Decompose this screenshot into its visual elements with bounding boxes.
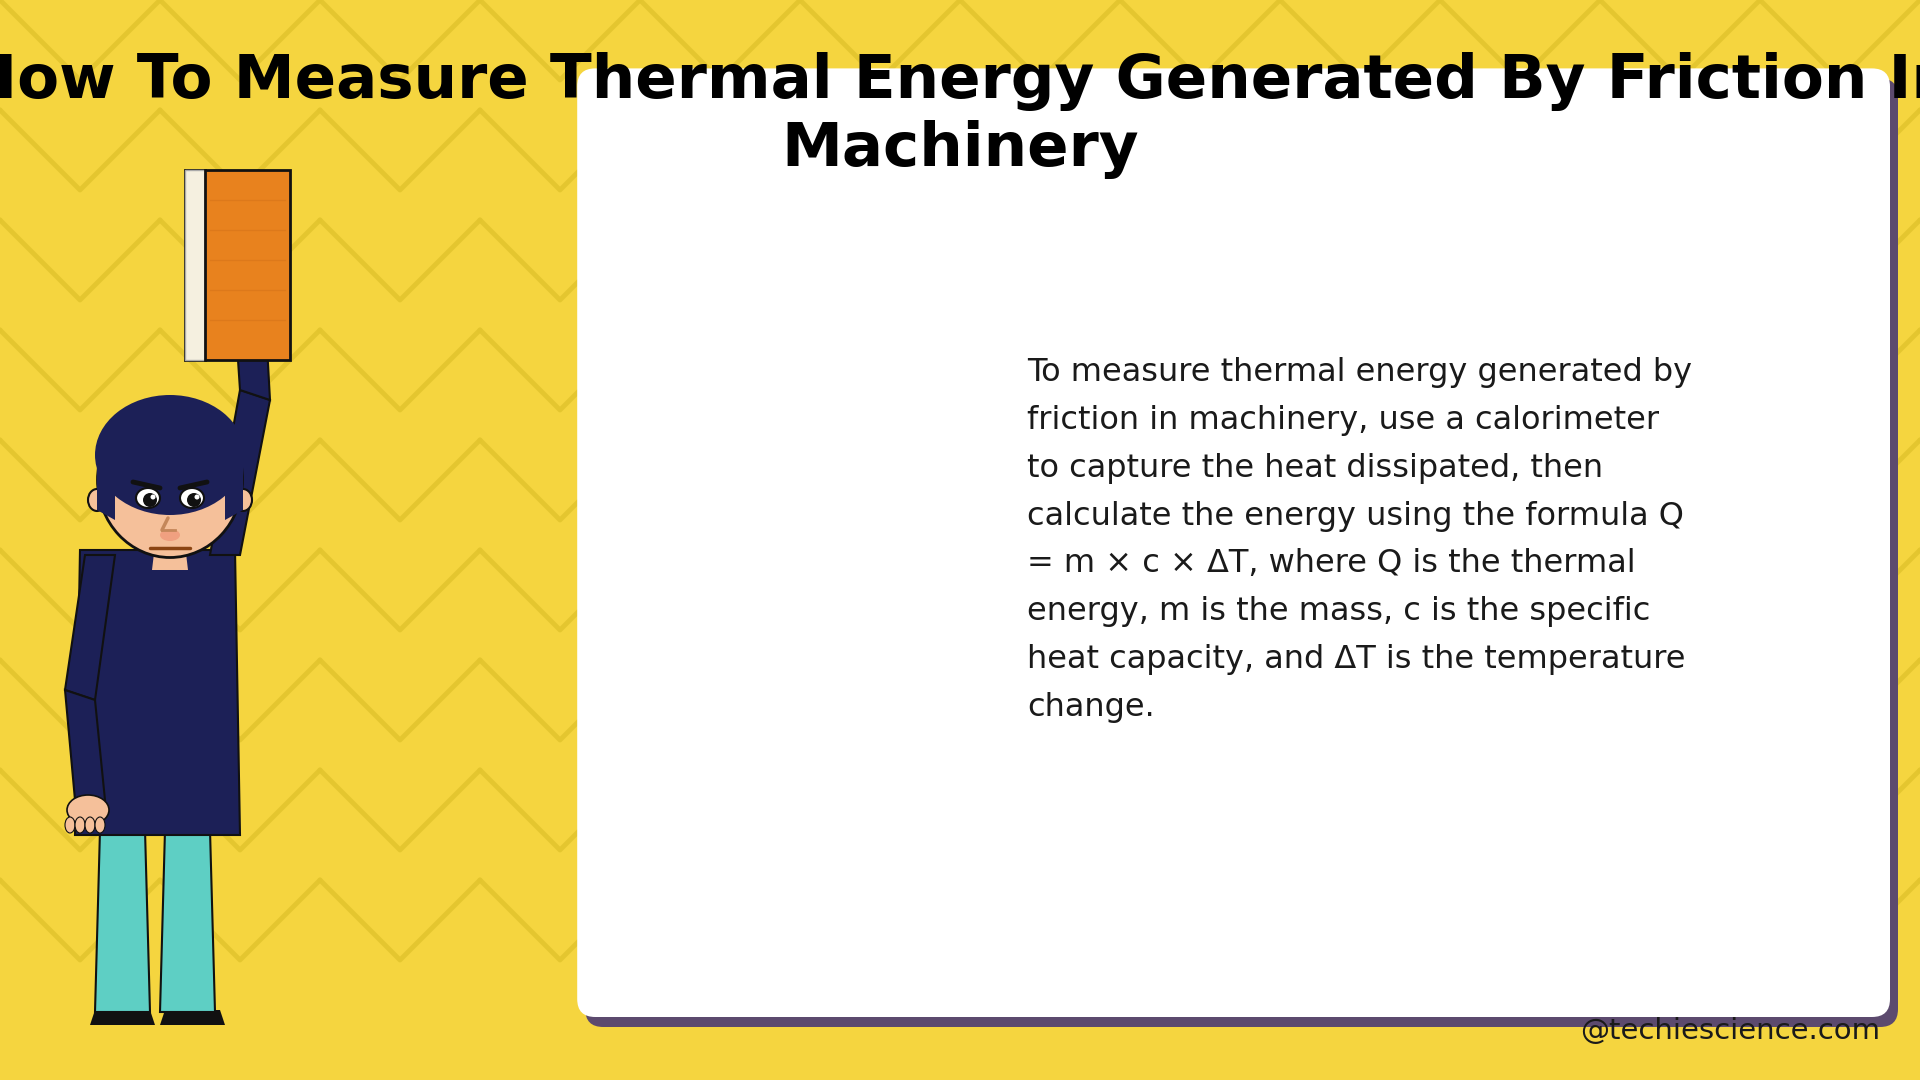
Polygon shape <box>159 1010 225 1025</box>
Polygon shape <box>184 170 290 360</box>
Circle shape <box>142 492 157 507</box>
Polygon shape <box>65 555 115 700</box>
Circle shape <box>186 492 202 507</box>
Polygon shape <box>234 310 271 400</box>
Polygon shape <box>94 831 150 1012</box>
Polygon shape <box>65 690 106 800</box>
Ellipse shape <box>65 816 75 833</box>
Ellipse shape <box>88 489 106 511</box>
Ellipse shape <box>94 816 106 833</box>
Ellipse shape <box>75 816 84 833</box>
Polygon shape <box>98 468 115 519</box>
Ellipse shape <box>136 488 159 508</box>
FancyBboxPatch shape <box>586 79 1899 1027</box>
Ellipse shape <box>94 395 246 515</box>
Text: How To Measure Thermal Energy Generated By Friction In: How To Measure Thermal Energy Generated … <box>0 52 1920 111</box>
Polygon shape <box>75 550 240 835</box>
Polygon shape <box>90 1010 156 1025</box>
Ellipse shape <box>228 294 267 322</box>
Ellipse shape <box>159 529 180 541</box>
Text: @techiescience.com: @techiescience.com <box>1580 1017 1880 1045</box>
FancyBboxPatch shape <box>578 68 1889 1017</box>
Polygon shape <box>225 468 244 519</box>
Ellipse shape <box>180 488 204 508</box>
Ellipse shape <box>234 489 252 511</box>
Ellipse shape <box>84 816 94 833</box>
Polygon shape <box>159 831 215 1012</box>
Polygon shape <box>98 468 244 490</box>
Polygon shape <box>209 390 271 555</box>
Circle shape <box>150 495 156 499</box>
Circle shape <box>194 495 200 499</box>
Polygon shape <box>152 545 188 570</box>
Ellipse shape <box>98 403 242 557</box>
Ellipse shape <box>67 795 109 825</box>
Polygon shape <box>184 170 205 360</box>
Text: Machinery: Machinery <box>781 120 1139 179</box>
Text: To measure thermal energy generated by
friction in machinery, use a calorimeter
: To measure thermal energy generated by f… <box>1027 357 1692 723</box>
